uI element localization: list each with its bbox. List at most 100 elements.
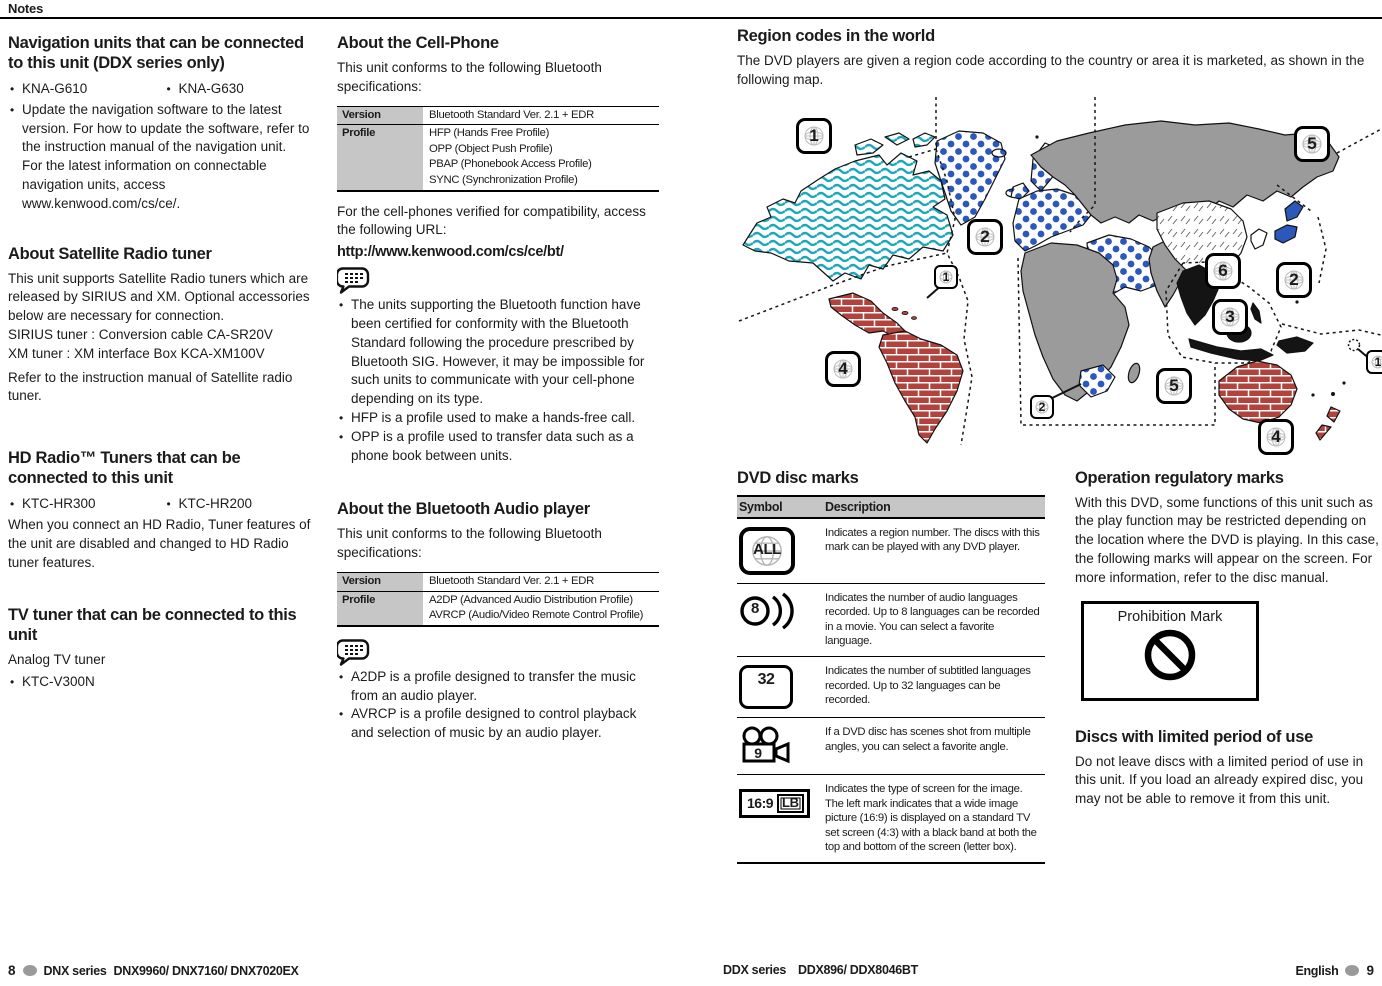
- section-heading-btaudio: About the Bluetooth Audio player: [337, 500, 590, 519]
- table-header-row: Symbol Description: [737, 496, 1045, 519]
- table-value: HFP (Hands Free Profile) OPP (Object Pus…: [429, 127, 592, 186]
- region-code-badge: 6: [1205, 252, 1241, 289]
- note-item: HFP is a profile used to make a hands-fr…: [337, 409, 659, 428]
- section-heading-cellphone: About the Cell-Phone: [337, 34, 499, 52]
- regulatory-section: Operation regulatory marks With this DVD…: [1075, 468, 1382, 864]
- list-item: KTC-HR300: [8, 495, 165, 514]
- table-row: 32 Indicates the number of subtitled lan…: [737, 657, 1045, 718]
- column-middle: About the Cell-Phone This unit conforms …: [337, 33, 659, 743]
- table-label: Version: [337, 106, 423, 125]
- section-heading-navigation: Navigation units that can be connected t…: [8, 34, 304, 72]
- subtitle-languages-mark-icon: 32: [739, 664, 793, 709]
- table-row: Profile HFP (Hands Free Profile) OPP (Ob…: [337, 125, 659, 190]
- model-list-label: DNX9960/ DNX7160/ DNX7020EX: [113, 963, 299, 978]
- multi-angle-mark-icon: 9: [739, 726, 795, 766]
- series-label: DDX series: [723, 963, 787, 977]
- region-code-badge: 4: [825, 350, 861, 387]
- dvd-disc-marks-section: DVD disc marks Symbol Description ALL: [737, 468, 1045, 864]
- header-rule: [0, 17, 1382, 19]
- paragraph: This unit supports Satellite Radio tuner…: [8, 270, 310, 361]
- section-heading-satellite: About Satellite Radio tuner: [8, 244, 212, 263]
- spec-line: SIRIUS tuner : Conversion cable CA-SR20V: [8, 326, 273, 342]
- page-number-left: 8: [8, 963, 16, 978]
- model-list: KNA-G610 KNA-G630: [8, 79, 321, 101]
- prohibition-icon: [1144, 629, 1196, 680]
- list-item: KNA-G630: [165, 80, 322, 99]
- paragraph: This unit conforms to the following Blue…: [337, 526, 602, 561]
- bullet-text: Update the navigation software to the la…: [22, 101, 310, 155]
- section-heading-limited-discs: Discs with limited period of use: [1075, 727, 1313, 746]
- paragraph: Analog TV tuner: [8, 652, 106, 668]
- list-item: KTC-HR200: [165, 495, 322, 514]
- paragraph: When you connect an HD Radio, Tuner feat…: [8, 516, 311, 570]
- table-label: Profile: [337, 125, 423, 190]
- footer-middle: DDX series DDX896/ DDX8046BT: [723, 963, 918, 977]
- table-value: Bluetooth Standard Ver. 2.1 + EDR: [429, 108, 595, 121]
- language-label: English: [1295, 963, 1339, 978]
- table-label: Profile: [337, 591, 423, 625]
- region-code-badge: 2: [1030, 394, 1054, 419]
- list-item: Update the navigation software to the la…: [8, 101, 321, 214]
- spec-line: XM tuner : XM interface Box KCA-XM100V: [8, 345, 265, 361]
- column-right: Region codes in the world The DVD player…: [737, 26, 1382, 864]
- note-item: AVRCP is a profile designed to control p…: [337, 705, 659, 743]
- region-code-badge: 1: [796, 117, 832, 154]
- column-left: Navigation units that can be connected t…: [8, 33, 321, 692]
- section-heading-tvtuner: TV tuner that can be connected to this u…: [8, 606, 297, 645]
- prohibition-mark-box: Prohibition Mark: [1081, 600, 1259, 701]
- mark-description: Indicates the type of screen for the ima…: [825, 782, 1037, 854]
- page-number-right: 9: [1366, 963, 1374, 978]
- note-icon: [337, 639, 370, 666]
- footer-left: 8 DNX series DNX9960/ DNX7160/ DNX7020EX: [8, 963, 299, 978]
- model-list: KTC-HR300 KTC-HR200: [8, 494, 321, 516]
- world-region-map: 1 5 2 1 6 2 3 4 5 2 1 4: [737, 95, 1382, 464]
- region-code-badge: 2: [967, 218, 1003, 255]
- section-heading-dvdmarks: DVD disc marks: [737, 468, 859, 487]
- section-heading-regioncodes: Region codes in the world: [737, 27, 935, 45]
- region-code-badge: 5: [1156, 367, 1192, 404]
- paragraph: For the cell-phones verified for compati…: [337, 203, 646, 238]
- table-value: Bluetooth Standard Ver. 2.1 + EDR: [429, 574, 595, 587]
- region-all-mark-icon: ALL: [739, 526, 795, 575]
- page-header: Notes: [8, 1, 44, 16]
- region-code-badge: 4: [1258, 418, 1294, 455]
- footer-dot-icon: [22, 965, 37, 976]
- series-label: DNX series: [43, 963, 107, 978]
- table-row: ALL Indicates a region number. The discs…: [737, 519, 1045, 584]
- region-code-badge: 5: [1294, 125, 1330, 162]
- note-item: A2DP is a profile designed to transfer t…: [337, 668, 659, 706]
- list-item: KTC-V300N: [8, 673, 321, 692]
- region-code-badge: 2: [1276, 261, 1312, 298]
- mark-description: Indicates a region number. The discs wit…: [825, 526, 1040, 554]
- section-heading-regulatory: Operation regulatory marks: [1075, 468, 1284, 487]
- region-code-badge: 1: [1366, 349, 1382, 374]
- paragraph: The DVD players are given a region code …: [737, 53, 1365, 87]
- footer-dot-icon: [1345, 965, 1360, 976]
- footer-right: English 9: [1295, 963, 1374, 978]
- audio-languages-mark-icon: 8: [739, 592, 797, 630]
- model-list-label: DDX896/ DDX8046BT: [798, 963, 918, 977]
- compatibility-url[interactable]: http://www.kenwood.com/cs/ce/bt/: [337, 244, 564, 261]
- bluetooth-spec-table: Version Bluetooth Standard Ver. 2.1 + ED…: [337, 571, 659, 627]
- screen-type-mark-icon: 16:9 LB: [739, 788, 810, 818]
- prohibition-mark-label: Prohibition Mark: [1117, 608, 1223, 625]
- region-code-badge: 1: [934, 264, 958, 289]
- bullet-text: For the latest information on connectabl…: [22, 158, 267, 211]
- table-row: Profile A2DP (Advanced Audio Distributio…: [337, 591, 659, 625]
- table-row: 16:9 LB Indicates the type of screen for…: [737, 775, 1045, 862]
- world-map: [738, 96, 1382, 445]
- region-code-badge: 3: [1212, 298, 1248, 335]
- mark-description: If a DVD disc has scenes shot from multi…: [825, 725, 1031, 753]
- bottom-sections: DVD disc marks Symbol Description ALL: [737, 468, 1382, 864]
- note-item: OPP is a profile used to transfer data s…: [337, 428, 659, 466]
- table-row: Version Bluetooth Standard Ver. 2.1 + ED…: [337, 572, 659, 592]
- note-item: The units supporting the Bluetooth funct…: [337, 296, 659, 409]
- table-value: A2DP (Advanced Audio Distribution Profil…: [429, 593, 644, 622]
- dvd-marks-table: Symbol Description ALL Indicates a regio…: [737, 494, 1045, 864]
- column-header: Symbol: [739, 499, 783, 514]
- mark-description: Indicates the number of subtitled langua…: [825, 664, 1031, 707]
- paragraph: With this DVD, some functions of this un…: [1075, 494, 1379, 585]
- paragraph: Do not leave discs with a limited period…: [1075, 753, 1364, 807]
- column-header: Description: [825, 499, 891, 514]
